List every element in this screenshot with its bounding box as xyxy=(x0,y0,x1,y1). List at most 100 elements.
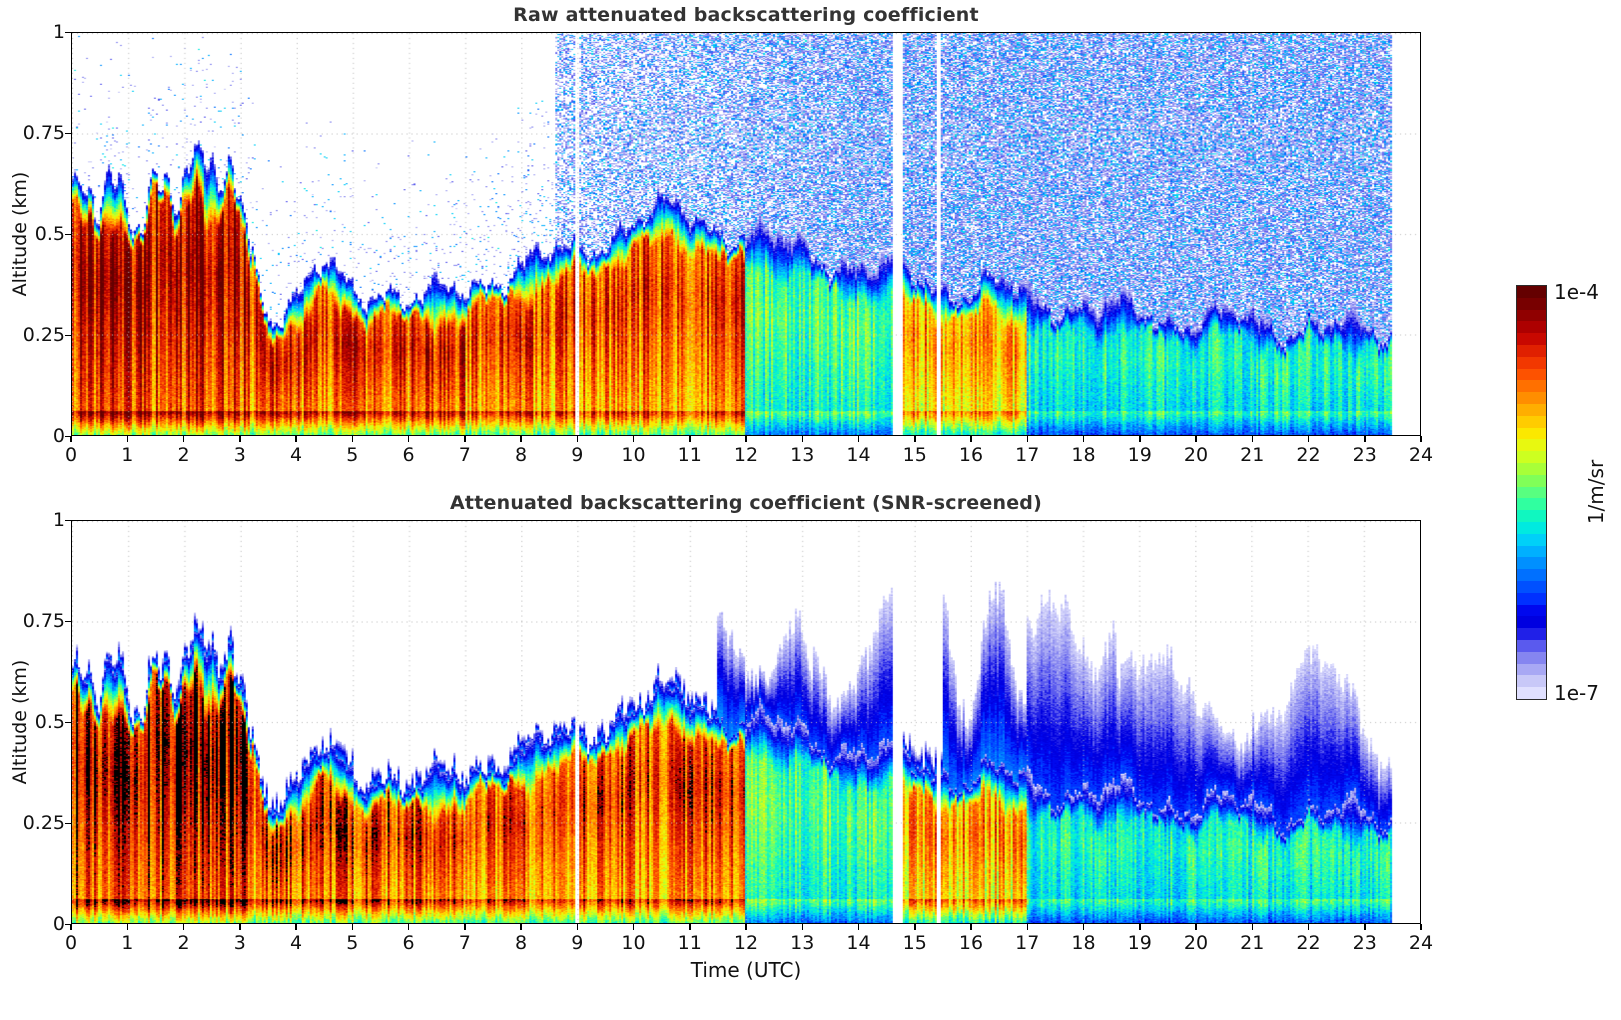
x-tick-label-raw-19: 19 xyxy=(1127,444,1152,466)
colorbar-band-25 xyxy=(1517,392,1546,404)
x-tickmark-raw-11 xyxy=(689,436,691,442)
colorbar-band-29 xyxy=(1517,344,1546,357)
x-tickmark-raw-17 xyxy=(1026,436,1028,442)
x-tick-label-screened-17: 17 xyxy=(1015,932,1040,954)
x-tick-label-screened-19: 19 xyxy=(1127,932,1152,954)
x-tickmark-raw-22 xyxy=(1307,436,1310,442)
x-tick-label-screened-14: 14 xyxy=(846,932,871,954)
x-tickmark-raw-10 xyxy=(632,436,635,442)
colorbar-band-27 xyxy=(1517,368,1546,381)
x-tick-label-screened-10: 10 xyxy=(621,932,646,954)
colorbar-band-5 xyxy=(1517,628,1546,640)
colorbar-band-34 xyxy=(1517,286,1546,298)
x-tick-label-screened-4: 4 xyxy=(289,932,303,954)
x-tickmark-screened-10 xyxy=(632,924,635,930)
colorbar-title: 1/m/sr xyxy=(1584,459,1608,525)
y-tick-label-raw-3: 0.75 xyxy=(22,122,65,144)
y-tick-label-screened-4: 1 xyxy=(52,509,65,531)
x-tickmark-screened-16 xyxy=(970,924,972,930)
y-tick-label-screened-1: 0.25 xyxy=(22,812,65,834)
plot-area-screened[interactable] xyxy=(71,520,1421,924)
x-tick-label-raw-23: 23 xyxy=(1352,444,1377,466)
x-tickmark-raw-6 xyxy=(407,436,410,442)
x-tick-label-screened-9: 9 xyxy=(571,932,584,954)
x-tick-label-screened-22: 22 xyxy=(1296,932,1321,954)
x-tick-label-screened-6: 6 xyxy=(402,932,415,954)
x-tickmark-raw-8 xyxy=(520,436,522,442)
colorbar-band-2 xyxy=(1517,663,1546,676)
x-tickmark-screened-12 xyxy=(745,924,747,930)
x-tick-label-raw-20: 20 xyxy=(1183,444,1209,466)
x-tick-label-raw-4: 4 xyxy=(289,444,303,466)
colorbar-band-16 xyxy=(1517,498,1546,511)
x-tickmark-raw-4 xyxy=(295,436,297,442)
y-tick-label-raw-4: 1 xyxy=(52,21,65,43)
x-tickmark-raw-9 xyxy=(576,436,578,442)
x-tick-label-raw-15: 15 xyxy=(902,444,927,466)
x-tick-label-raw-21: 21 xyxy=(1240,444,1265,466)
y-tick-label-raw-2: 0.5 xyxy=(34,223,65,245)
x-tickmark-raw-19 xyxy=(1139,436,1141,442)
x-tickmark-screened-21 xyxy=(1251,924,1253,930)
x-tickmark-screened-9 xyxy=(576,924,578,930)
x-tickmark-screened-11 xyxy=(689,924,691,930)
plot-area-raw[interactable] xyxy=(71,32,1421,436)
colorbar-band-20 xyxy=(1517,451,1546,463)
colorbar-band-9 xyxy=(1517,580,1546,593)
y-tickmark-raw-0 xyxy=(65,435,71,437)
y-tickmark-screened-1 xyxy=(65,822,71,824)
colorbar-min-label: 1e-7 xyxy=(1554,681,1599,705)
colorbar-band-1 xyxy=(1517,675,1546,688)
y-tickmark-raw-3 xyxy=(65,132,71,134)
x-tickmark-screened-1 xyxy=(126,924,128,930)
x-tickmark-screened-18 xyxy=(1082,924,1085,930)
x-tickmark-raw-7 xyxy=(464,436,466,442)
x-tick-label-screened-23: 23 xyxy=(1352,932,1377,954)
x-tick-label-raw-3: 3 xyxy=(233,444,246,466)
x-tickmark-screened-5 xyxy=(351,924,353,930)
x-tick-label-raw-0: 0 xyxy=(64,444,78,466)
x-tickmark-screened-22 xyxy=(1307,924,1310,930)
heatmap-screened xyxy=(72,521,1420,923)
x-tickmark-raw-13 xyxy=(801,436,803,442)
colorbar[interactable] xyxy=(1516,285,1547,700)
x-tick-label-screened-7: 7 xyxy=(458,932,471,954)
x-tickmark-raw-0 xyxy=(70,436,72,442)
colorbar-band-6 xyxy=(1517,616,1546,629)
x-tick-label-screened-3: 3 xyxy=(233,932,246,954)
colorbar-band-0 xyxy=(1517,687,1546,699)
panel-title-screened: Attenuated backscattering coefficient (S… xyxy=(450,492,1042,514)
colorbar-band-13 xyxy=(1517,533,1546,546)
x-tick-label-raw-18: 18 xyxy=(1071,444,1096,466)
colorbar-band-23 xyxy=(1517,415,1546,428)
colorbar-band-17 xyxy=(1517,486,1546,499)
colorbar-band-31 xyxy=(1517,321,1546,334)
x-tickmark-screened-2 xyxy=(182,924,185,930)
x-tickmark-raw-16 xyxy=(970,436,972,442)
x-tickmark-screened-17 xyxy=(1026,924,1028,930)
x-tickmark-raw-3 xyxy=(239,436,241,442)
x-tickmark-raw-18 xyxy=(1082,436,1085,442)
x-tick-label-raw-22: 22 xyxy=(1296,444,1321,466)
colorbar-band-4 xyxy=(1517,639,1546,652)
x-tickmark-screened-8 xyxy=(520,924,522,930)
x-tickmark-raw-15 xyxy=(914,436,916,442)
x-tick-label-screened-18: 18 xyxy=(1071,932,1096,954)
colorbar-band-21 xyxy=(1517,439,1546,452)
colorbar-band-18 xyxy=(1517,474,1546,487)
x-tick-label-screened-8: 8 xyxy=(514,932,528,954)
x-tickmark-screened-19 xyxy=(1139,924,1141,930)
x-tickmark-raw-5 xyxy=(351,436,353,442)
colorbar-band-7 xyxy=(1517,604,1546,617)
colorbar-band-32 xyxy=(1517,309,1546,322)
x-tickmark-raw-1 xyxy=(126,436,128,442)
x-axis-title: Time (UTC) xyxy=(690,958,802,982)
x-tickmark-screened-20 xyxy=(1195,924,1197,930)
x-tick-label-raw-17: 17 xyxy=(1015,444,1040,466)
x-tick-label-screened-21: 21 xyxy=(1240,932,1265,954)
y-tick-label-screened-3: 0.75 xyxy=(22,610,65,632)
colorbar-band-33 xyxy=(1517,297,1546,310)
x-tick-label-raw-12: 12 xyxy=(733,444,759,466)
colorbar-band-30 xyxy=(1517,333,1546,345)
